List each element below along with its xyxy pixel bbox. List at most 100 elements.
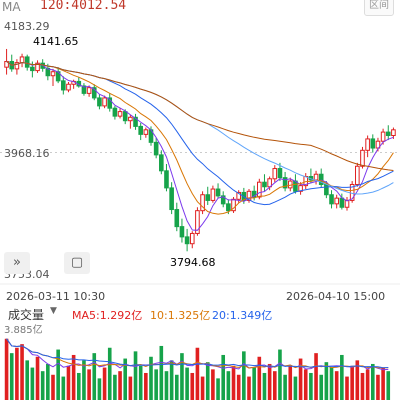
volume-bar [144,372,148,400]
volume-bar [30,367,35,400]
candle-body [236,191,241,200]
double-chevron-right-icon[interactable]: » [4,252,30,274]
ma10-line [6,61,394,215]
candle-body [174,209,180,228]
candles [4,48,396,252]
candle-body [200,194,205,212]
candle-body [262,181,267,188]
volume-axis-max: 3.885亿 [4,325,43,336]
candle-body [251,190,257,198]
volume-bar [118,371,122,400]
volume-bar [66,365,71,400]
volume-ma5: MA5:1.292亿 [72,309,143,322]
volume-bar [231,365,236,400]
candle-body [35,62,40,72]
candle-body [107,97,113,109]
candle-body [272,168,278,180]
volume-bar [174,374,179,400]
volume-bar [76,372,81,400]
volume-bar [102,367,107,400]
candle-body [189,232,195,245]
low-annotation: 3794.68 [170,256,216,269]
volume-bar [236,374,241,400]
volume-bar [221,354,226,400]
candle-body [298,185,303,192]
volume-bar [216,378,220,400]
candle-body [313,173,319,181]
chevron-down-icon[interactable]: ▼ [50,306,57,316]
candle-body [14,62,20,70]
volume-bar [149,356,153,400]
candle-body [128,116,133,122]
candle-body [339,197,345,208]
volume-bar [267,363,272,400]
candle-body [179,226,185,238]
volume-bar [211,369,215,400]
candle-body [153,141,159,156]
volume-bar [40,371,45,400]
candle-body [19,56,25,64]
volume-bar [278,349,282,400]
volume-bar [340,354,344,400]
candle-body [195,210,200,234]
volume-bar [386,371,391,400]
candle-body [24,56,30,68]
volume-bar [200,376,205,400]
volume-bar [360,372,365,400]
candle-body [385,131,391,137]
volume-bar [87,369,91,400]
candle-body [164,170,169,189]
candle-body [391,129,396,137]
volume-bar [164,371,169,400]
vol-ma20-line [6,338,389,369]
volume-bar [257,356,262,400]
volume-bar [272,371,277,400]
volume-ma-lines [6,338,389,371]
grid [0,152,400,285]
high-annotation: 4141.65 [33,35,79,48]
square-reset-icon[interactable]: ▢ [64,252,90,274]
volume-bar [314,353,318,400]
volume-bar [159,345,164,400]
candle-body [324,183,329,196]
candle-body [246,190,252,201]
candle-body [45,67,51,77]
volume-bar [138,365,143,400]
volume-bar [128,376,133,400]
volume-bar [61,376,66,400]
candle-body [97,97,102,107]
volume-bar [92,353,97,400]
candle-body [4,60,9,68]
volume-header: 成交量 ▼ MA5:1.292亿 10:1.325亿 20:1.349亿 [0,306,400,324]
volume-bar [123,358,128,400]
candle-body [360,149,365,167]
candle-body [282,177,288,189]
candle-body [220,195,226,205]
volume-bar [113,374,117,400]
candle-body [91,87,97,99]
volume-bar [154,369,158,400]
price-axis-top: 4183.29 [4,20,50,33]
candle-body [370,138,376,149]
volume-bar [319,374,324,400]
volume-bar [4,338,9,400]
volume-title[interactable]: 成交量 [8,308,45,322]
volume-bar [370,363,375,400]
ma120-value: 120:4012.54 [40,0,127,13]
volume-bar [283,374,287,400]
candle-body [30,66,35,72]
candle-body [122,111,128,122]
volume-bar [56,349,60,400]
volume-bar [190,372,195,400]
indicator-selector[interactable]: MA [2,0,21,14]
volume-bar [309,372,313,400]
candle-body [365,138,370,151]
range-button[interactable]: 区间 [364,0,394,16]
x-axis-end: 2026-04-10 15:00 [286,290,386,303]
candle-body [133,116,138,127]
volume-bar [9,353,14,400]
candle-body [205,194,211,201]
volume-bar [180,353,184,400]
